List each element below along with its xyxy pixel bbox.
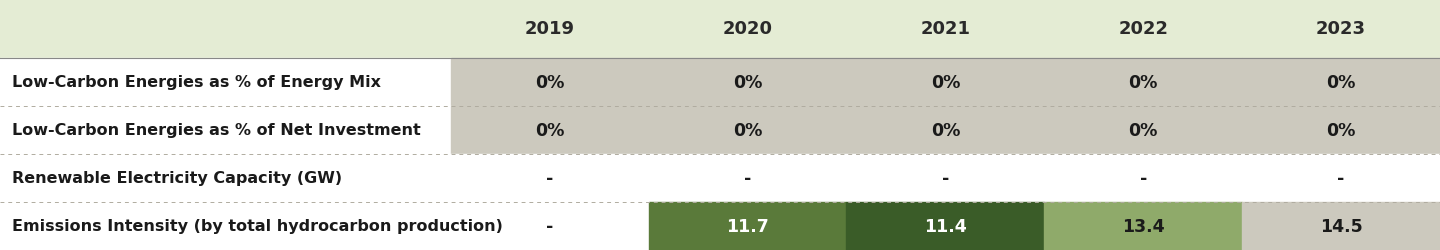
Bar bbox=[451, 202, 648, 250]
Text: -: - bbox=[546, 217, 553, 235]
Bar bbox=[1044, 202, 1243, 250]
Bar bbox=[648, 59, 847, 106]
Text: -: - bbox=[744, 169, 752, 187]
Text: 2023: 2023 bbox=[1316, 20, 1367, 38]
Text: 0%: 0% bbox=[1326, 74, 1355, 92]
Bar bbox=[0, 202, 451, 250]
Text: 11.4: 11.4 bbox=[924, 217, 966, 235]
Bar bbox=[847, 106, 1044, 154]
Text: Low-Carbon Energies as % of Energy Mix: Low-Carbon Energies as % of Energy Mix bbox=[12, 75, 380, 90]
Bar bbox=[0, 0, 1440, 59]
Text: 2021: 2021 bbox=[920, 20, 971, 38]
Bar bbox=[1243, 106, 1440, 154]
Bar bbox=[0, 154, 451, 202]
Bar bbox=[648, 106, 847, 154]
Text: 2022: 2022 bbox=[1119, 20, 1168, 38]
Bar bbox=[1243, 59, 1440, 106]
Bar bbox=[1243, 154, 1440, 202]
Text: 0%: 0% bbox=[536, 74, 564, 92]
Text: Emissions Intensity (by total hydrocarbon production): Emissions Intensity (by total hydrocarbo… bbox=[12, 218, 503, 234]
Text: Low-Carbon Energies as % of Net Investment: Low-Carbon Energies as % of Net Investme… bbox=[12, 123, 420, 138]
Bar bbox=[847, 59, 1044, 106]
Bar bbox=[451, 154, 648, 202]
Text: 0%: 0% bbox=[930, 122, 960, 140]
Bar bbox=[1243, 202, 1440, 250]
Bar bbox=[0, 59, 451, 106]
Text: 0%: 0% bbox=[1129, 74, 1158, 92]
Bar bbox=[847, 202, 1044, 250]
Bar bbox=[0, 106, 451, 154]
Bar bbox=[451, 59, 648, 106]
Text: 0%: 0% bbox=[1129, 122, 1158, 140]
Bar bbox=[451, 106, 648, 154]
Text: 0%: 0% bbox=[930, 74, 960, 92]
Text: -: - bbox=[942, 169, 949, 187]
Text: Renewable Electricity Capacity (GW): Renewable Electricity Capacity (GW) bbox=[12, 171, 341, 186]
Text: 0%: 0% bbox=[536, 122, 564, 140]
Text: 14.5: 14.5 bbox=[1319, 217, 1362, 235]
Bar bbox=[648, 202, 847, 250]
Text: 0%: 0% bbox=[1326, 122, 1355, 140]
Text: 11.7: 11.7 bbox=[726, 217, 769, 235]
Text: 0%: 0% bbox=[733, 122, 762, 140]
Bar bbox=[1044, 59, 1243, 106]
Bar bbox=[648, 154, 847, 202]
Text: 2020: 2020 bbox=[723, 20, 772, 38]
Bar bbox=[847, 154, 1044, 202]
Text: 0%: 0% bbox=[733, 74, 762, 92]
Text: 2019: 2019 bbox=[524, 20, 575, 38]
Text: -: - bbox=[1338, 169, 1345, 187]
Text: -: - bbox=[1139, 169, 1146, 187]
Bar bbox=[1044, 154, 1243, 202]
Bar bbox=[1044, 106, 1243, 154]
Text: -: - bbox=[546, 169, 553, 187]
Text: 13.4: 13.4 bbox=[1122, 217, 1165, 235]
